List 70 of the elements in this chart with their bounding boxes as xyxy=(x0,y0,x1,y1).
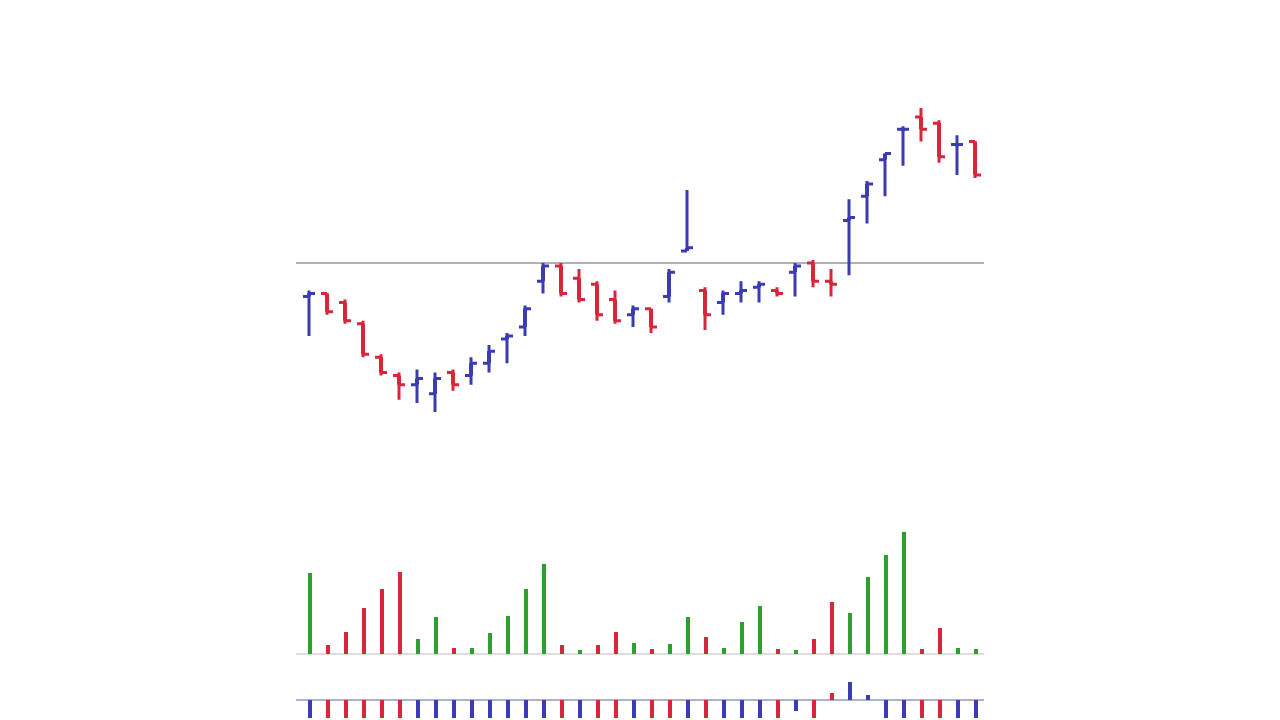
bar xyxy=(866,694,870,700)
bar xyxy=(524,700,528,718)
bar xyxy=(776,700,780,718)
bar xyxy=(488,700,492,718)
bar xyxy=(380,700,384,718)
bar xyxy=(362,607,366,654)
bar xyxy=(470,647,474,654)
bar xyxy=(344,700,348,718)
bar xyxy=(416,639,420,654)
bar xyxy=(812,700,816,718)
bar xyxy=(812,639,816,654)
bar xyxy=(704,700,708,718)
bar xyxy=(920,700,924,718)
bar xyxy=(560,645,564,654)
bar xyxy=(650,700,654,718)
bar xyxy=(902,532,906,654)
bar xyxy=(758,700,762,718)
bar xyxy=(452,647,456,654)
bar xyxy=(614,632,618,654)
bar xyxy=(974,700,978,718)
bar xyxy=(956,647,960,654)
bar xyxy=(830,601,834,654)
bar xyxy=(470,700,474,718)
bar xyxy=(488,633,492,654)
bar xyxy=(362,700,366,718)
bar xyxy=(506,700,510,718)
bar xyxy=(614,700,618,718)
bar xyxy=(740,700,744,718)
bar xyxy=(884,700,888,718)
bar xyxy=(326,645,330,654)
bar xyxy=(740,622,744,654)
bar xyxy=(560,700,564,718)
bar xyxy=(956,700,960,718)
bar xyxy=(668,644,672,654)
bar xyxy=(524,589,528,654)
bar xyxy=(452,700,456,718)
bar xyxy=(416,700,420,718)
bar xyxy=(668,700,672,718)
bar xyxy=(308,700,312,718)
bar xyxy=(506,616,510,654)
bar xyxy=(758,606,762,654)
bar xyxy=(596,700,600,718)
bar xyxy=(434,617,438,654)
bar xyxy=(398,700,402,718)
bar xyxy=(542,563,546,654)
bar xyxy=(830,692,834,700)
bar xyxy=(686,617,690,654)
bar xyxy=(632,643,636,654)
bar xyxy=(596,645,600,654)
bar xyxy=(308,573,312,654)
bar xyxy=(704,636,708,654)
bar xyxy=(938,628,942,654)
bar xyxy=(632,700,636,718)
bar xyxy=(794,700,798,711)
bar xyxy=(434,700,438,718)
bar xyxy=(866,577,870,654)
bar xyxy=(578,700,582,718)
bar xyxy=(326,700,330,718)
bar xyxy=(344,632,348,654)
bar xyxy=(938,700,942,718)
bar xyxy=(722,700,726,718)
bar xyxy=(380,589,384,654)
bar xyxy=(542,700,546,718)
bar xyxy=(848,682,852,700)
bar xyxy=(722,647,726,654)
bar xyxy=(848,612,852,654)
bar xyxy=(884,555,888,654)
bar xyxy=(686,700,690,718)
bar xyxy=(398,572,402,654)
bar xyxy=(902,700,906,718)
